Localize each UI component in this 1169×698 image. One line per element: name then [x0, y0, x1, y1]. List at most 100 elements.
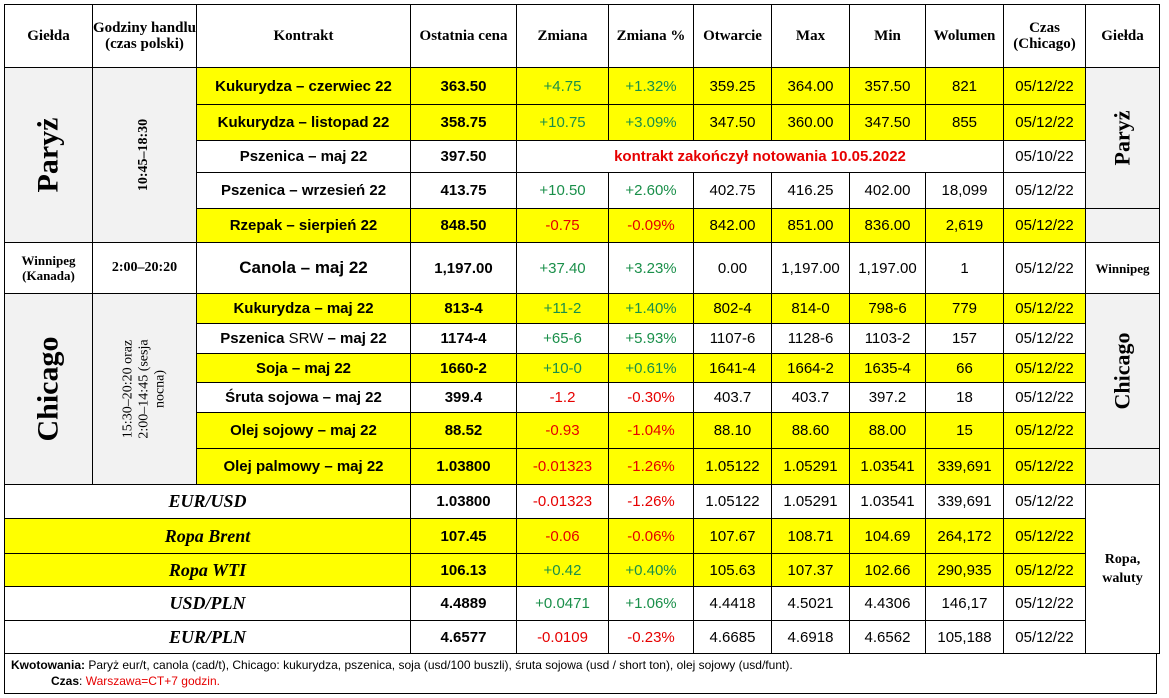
change-cell: -0.01323: [516, 484, 609, 519]
group-chicago-label: Chicago: [31, 336, 65, 442]
change-pct-cell: +1.06%: [608, 586, 694, 621]
empty-cell: [1085, 448, 1160, 485]
table-row: EUR/PLN 4.6577 -0.0109 -0.23% 4.6685 4.6…: [4, 620, 1160, 654]
change-cell: +0.42: [516, 553, 609, 587]
header-open: Otwarcie: [693, 4, 772, 68]
table-row: Winnipeg (Kanada) 2:00–20:20 Canola – ma…: [4, 242, 1160, 294]
change-cell: +10-0: [516, 353, 609, 383]
header-volume: Wolumen: [925, 4, 1004, 68]
footer-quotes-text: Paryż eur/t, canola (cad/t), Chicago: ku…: [85, 658, 793, 672]
max-cell: 88.60: [771, 412, 850, 449]
time-cell: 05/10/22: [1003, 140, 1086, 173]
min-cell: 88.00: [849, 412, 926, 449]
time-cell: 05/12/22: [1003, 172, 1086, 209]
time-cell: 05/12/22: [1003, 518, 1086, 554]
group-chicago-right: Chicago: [1085, 293, 1160, 449]
change-pct-cell: +0.40%: [608, 553, 694, 587]
change-cell: +10.50: [516, 172, 609, 209]
contract-ended-notice: kontrakt zakończył notowania 10.05.2022: [516, 140, 1004, 173]
header-last: Ostatnia cena: [410, 4, 517, 68]
empty-cell: [1085, 208, 1160, 243]
volume-cell: 2,619: [925, 208, 1004, 243]
max-cell: 108.71: [771, 518, 850, 554]
open-cell: 4.4418: [693, 586, 772, 621]
min-cell: 1.03541: [849, 448, 926, 485]
volume-cell: 1: [925, 242, 1004, 294]
table-row: Śruta sojowa – maj 22 399.4 -1.2 -0.30% …: [5, 382, 1160, 413]
volume-cell: 821: [925, 67, 1004, 105]
open-cell: 802-4: [693, 293, 772, 324]
group-paris: Paryż: [4, 67, 93, 243]
volume-cell: 146,17: [925, 586, 1004, 621]
min-cell: 1.03541: [849, 484, 926, 519]
change-cell: -0.0109: [516, 620, 609, 654]
contract-cell: Canola – maj 22: [196, 242, 411, 294]
group-chicago: Chicago: [4, 293, 93, 485]
time-cell: 05/12/22: [1003, 382, 1086, 413]
header-contract: Kontrakt: [196, 4, 411, 68]
contract-cell: Pszenica – maj 22: [196, 140, 411, 173]
quotes-table: Giełda Godziny handlu (czas polski) Kont…: [4, 4, 1160, 654]
volume-cell: 15: [925, 412, 1004, 449]
volume-cell: 18,099: [925, 172, 1004, 209]
time-cell: 05/12/22: [1003, 484, 1086, 519]
contract-srw: SRW: [288, 330, 324, 347]
contract-cell: EUR/PLN: [4, 620, 411, 654]
change-cell: +37.40: [516, 242, 609, 294]
volume-cell: 339,691: [925, 484, 1004, 519]
contract-cell: Rzepak – sierpień 22: [196, 208, 411, 243]
change-pct-cell: -0.09%: [608, 208, 694, 243]
contract-part: Pszenica: [220, 330, 289, 347]
header-row: Giełda Godziny handlu (czas polski) Kont…: [4, 4, 1160, 68]
time-cell: 05/12/22: [1003, 104, 1086, 141]
change-pct-cell: +0.61%: [608, 353, 694, 383]
header-max: Max: [771, 4, 850, 68]
time-cell: 05/12/22: [1003, 293, 1086, 324]
change-pct-cell: +2.60%: [608, 172, 694, 209]
change-cell: +11-2: [516, 293, 609, 324]
min-cell: 4.4306: [849, 586, 926, 621]
open-cell: 4.6685: [693, 620, 772, 654]
min-cell: 357.50: [849, 67, 926, 105]
contract-cell: Kukurydza – czerwiec 22: [196, 67, 411, 105]
header-change: Zmiana: [516, 4, 609, 68]
time-cell: 05/12/22: [1003, 208, 1086, 243]
change-pct-cell: +1.32%: [608, 67, 694, 105]
contract-cell: Ropa WTI: [4, 553, 411, 587]
last-cell: 1,197.00: [410, 242, 517, 294]
change-cell: -0.06: [516, 518, 609, 554]
volume-cell: 105,188: [925, 620, 1004, 654]
max-cell: 4.5021: [771, 586, 850, 621]
min-cell: 1103-2: [849, 323, 926, 354]
change-cell: +10.75: [516, 104, 609, 141]
max-cell: 814-0: [771, 293, 850, 324]
header-time: Czas (Chicago): [1003, 4, 1086, 68]
header-exchange-right: Giełda: [1085, 4, 1160, 68]
max-cell: 851.00: [771, 208, 850, 243]
open-cell: 402.75: [693, 172, 772, 209]
last-cell: 813-4: [410, 293, 517, 324]
max-cell: 360.00: [771, 104, 850, 141]
change-pct-cell: -0.06%: [608, 518, 694, 554]
max-cell: 4.6918: [771, 620, 850, 654]
volume-cell: 290,935: [925, 553, 1004, 587]
table-row: Chicago 15:30–20:20 oraz 2:00–14:45 (ses…: [4, 293, 1160, 485]
change-pct-cell: +3.23%: [608, 242, 694, 294]
change-pct-cell: +3.09%: [608, 104, 694, 141]
table-row: Rzepak – sierpień 22 848.50 -0.75 -0.09%…: [5, 208, 1160, 243]
change-pct-cell: -0.23%: [608, 620, 694, 654]
time-cell: 05/12/22: [1003, 553, 1086, 587]
contract-cell: Śruta sojowa – maj 22: [196, 382, 411, 413]
time-cell: 05/12/22: [1003, 242, 1086, 294]
max-cell: 1.05291: [771, 448, 850, 485]
footer-time-label: Czas: [51, 674, 80, 688]
contract-cell: USD/PLN: [4, 586, 411, 621]
open-cell: 359.25: [693, 67, 772, 105]
change-pct-cell: -1.26%: [608, 448, 694, 485]
footer-quotes-label: Kwotowania:: [11, 658, 85, 672]
min-cell: 836.00: [849, 208, 926, 243]
time-cell: 05/12/22: [1003, 353, 1086, 383]
contract-cell: Kukurydza – listopad 22: [196, 104, 411, 141]
table-row: Paryż 10:45–18:30 Kukurydza – czerwiec 2…: [4, 67, 1160, 243]
change-pct-cell: +5.93%: [608, 323, 694, 354]
